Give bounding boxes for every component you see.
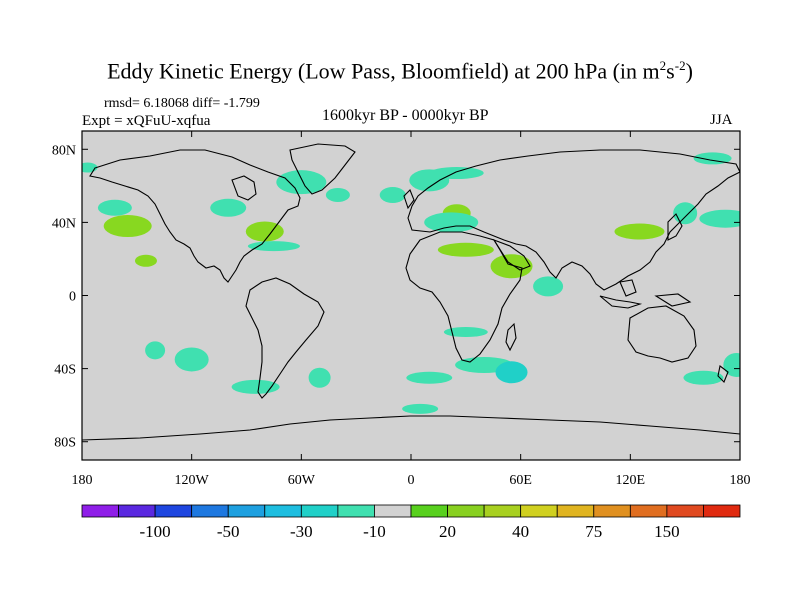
title-mid: s bbox=[666, 58, 675, 84]
colorbar-swatch bbox=[629, 504, 668, 518]
stats-label: rmsd= 6.18068 diff= -1.799 bbox=[104, 96, 260, 111]
colorbar-label: -50 bbox=[217, 522, 240, 541]
colorbar-swatch bbox=[410, 504, 448, 518]
anomaly-region bbox=[247, 241, 300, 252]
anomaly-region bbox=[683, 370, 724, 385]
colorbar-label: -10 bbox=[363, 522, 386, 541]
coast-north-america bbox=[89, 149, 301, 283]
lat-tick-label: 0 bbox=[69, 290, 76, 305]
colorbar-swatch bbox=[227, 504, 266, 518]
colorbar-label: 75 bbox=[585, 522, 602, 541]
title-main: Eddy Kinetic Energy (Low Pass, Bloomfiel… bbox=[107, 58, 660, 84]
lon-tick-label: 120W bbox=[175, 473, 210, 488]
title-sup1: 2 bbox=[659, 58, 667, 73]
anomaly-region bbox=[134, 254, 157, 267]
anomaly-region bbox=[490, 254, 533, 279]
colorbar-swatch bbox=[556, 504, 595, 518]
colorbar-swatch bbox=[300, 504, 339, 518]
anomaly-region bbox=[424, 212, 479, 233]
coast-south-america bbox=[245, 277, 325, 399]
colorbar-swatch bbox=[483, 504, 522, 518]
anomaly-region bbox=[429, 167, 484, 180]
anomaly-region bbox=[614, 223, 665, 240]
experiment-label: Expt = xQFuU-xqfua bbox=[82, 113, 211, 129]
lon-tick-label: 60W bbox=[288, 473, 316, 488]
lat-tick-label: 40S bbox=[54, 363, 76, 378]
period-label: 1600kyr BP - 0000kyr BP bbox=[322, 107, 489, 124]
anomaly-region bbox=[97, 199, 132, 216]
title-end: ) bbox=[685, 58, 693, 84]
anomaly-region bbox=[308, 367, 331, 388]
anomaly-region bbox=[245, 221, 284, 242]
coast-arabia bbox=[492, 238, 531, 271]
coast-eurasia bbox=[407, 149, 740, 291]
lon-tick-label: 180 bbox=[730, 473, 751, 488]
title-sup2: -2 bbox=[674, 58, 686, 73]
anomaly-region bbox=[406, 371, 453, 384]
anomaly-region bbox=[402, 403, 439, 414]
colorbar bbox=[81, 504, 741, 518]
lat-tick-label: 80N bbox=[52, 143, 76, 158]
coast-antarctica bbox=[82, 415, 740, 441]
lat-tick-label: 40N bbox=[52, 216, 76, 231]
colorbar-label: 20 bbox=[439, 522, 456, 541]
anomaly-region bbox=[437, 242, 494, 257]
colorbar-swatch bbox=[264, 504, 302, 518]
anomaly-region bbox=[210, 198, 247, 217]
colorbar-label: -30 bbox=[290, 522, 313, 541]
anomaly-region bbox=[103, 215, 152, 238]
anomaly-region bbox=[379, 186, 406, 203]
colorbar-swatch bbox=[447, 504, 485, 518]
colorbar-swatch bbox=[191, 504, 229, 518]
anomaly-region bbox=[231, 379, 280, 394]
anomaly-region bbox=[495, 361, 528, 384]
colorbar-swatch bbox=[337, 504, 375, 518]
anomaly-region bbox=[673, 202, 698, 225]
coast-australia bbox=[627, 305, 697, 363]
colorbar-label: 40 bbox=[512, 522, 529, 541]
axis-ticks: 180 120W 60W 0 60E 120E 180 80N 40N 0 40S 80S bbox=[52, 131, 751, 488]
anomaly-region bbox=[276, 170, 327, 195]
coast-borneo bbox=[619, 279, 637, 297]
lat-tick-label: 80S bbox=[54, 436, 76, 451]
coastlines bbox=[82, 143, 740, 441]
coast-new-guinea bbox=[654, 293, 692, 307]
anomaly-region bbox=[174, 347, 209, 372]
anomaly-region bbox=[325, 187, 350, 202]
colorbar-label: 150 bbox=[654, 522, 680, 541]
coast-new-zealand bbox=[717, 365, 729, 383]
colorbar-swatch bbox=[154, 504, 193, 518]
anomaly-region bbox=[82, 162, 98, 173]
coast-indonesia bbox=[599, 295, 643, 309]
lon-tick-label: 60E bbox=[509, 473, 532, 488]
lon-tick-label: 0 bbox=[408, 473, 415, 488]
anomaly-layer bbox=[82, 152, 740, 414]
colorbar-label: -100 bbox=[140, 522, 171, 541]
coast-japan bbox=[667, 213, 683, 241]
coast-madagascar bbox=[505, 322, 517, 352]
colorbar-labels: -100 -50 -30 -10 20 40 75 150 bbox=[140, 522, 680, 541]
coast-hudson-bay bbox=[231, 175, 257, 201]
anomaly-region bbox=[443, 327, 488, 338]
colorbar-swatch bbox=[81, 504, 119, 518]
coast-british-isles bbox=[403, 189, 415, 210]
plot-title: Eddy Kinetic Energy (Low Pass, Bloomfiel… bbox=[0, 58, 800, 84]
colorbar-swatch bbox=[374, 504, 412, 518]
colorbar-swatch bbox=[593, 504, 631, 518]
colorbar-swatch bbox=[118, 504, 156, 518]
coast-greenland bbox=[289, 143, 356, 195]
season-label: JJA bbox=[710, 112, 733, 128]
lon-tick-label: 120E bbox=[616, 473, 646, 488]
anomaly-region bbox=[533, 276, 564, 297]
anomaly-region bbox=[145, 341, 166, 360]
colorbar-swatch bbox=[703, 504, 741, 518]
colorbar-swatch bbox=[666, 504, 704, 518]
anomaly-region bbox=[699, 209, 740, 228]
lon-tick-label: 180 bbox=[72, 473, 93, 488]
colorbar-swatch bbox=[520, 504, 558, 518]
